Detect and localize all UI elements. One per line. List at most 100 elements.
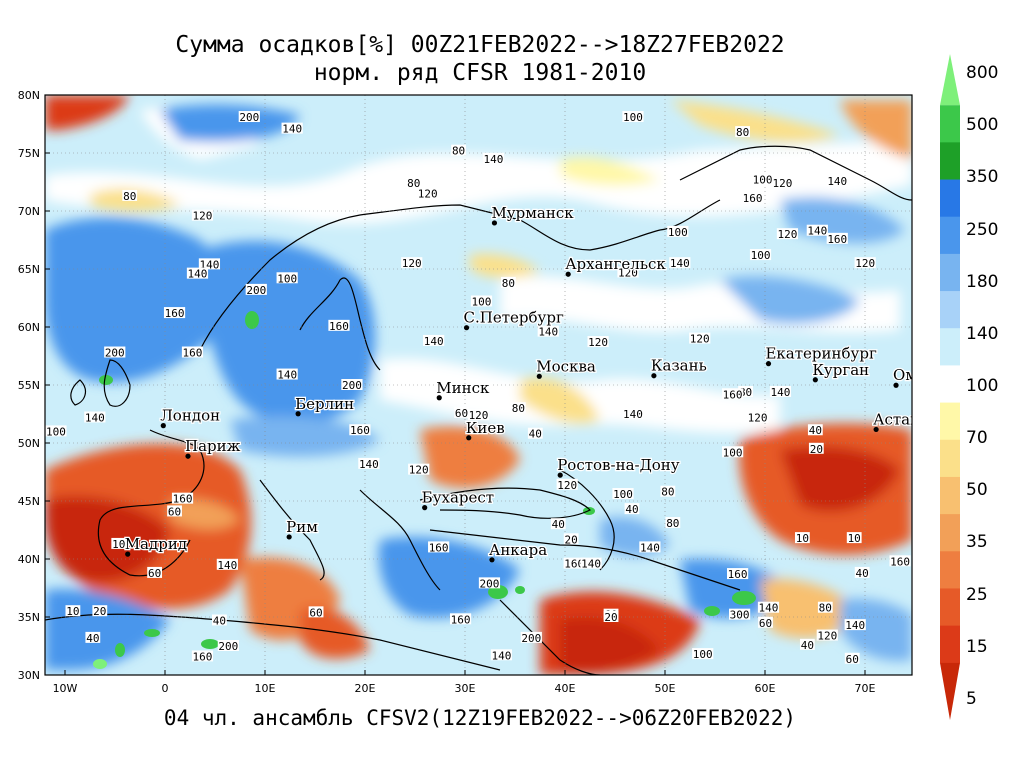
contour-label: 200 — [341, 379, 363, 392]
ensemble-caption: 04 чл. ансамбль CFSV2(12Z19FEB2022-->06Z… — [163, 706, 797, 730]
contour-label: 120 — [401, 257, 423, 270]
contour-label-text: 10 — [66, 605, 79, 618]
contour-label-text: 140 — [640, 541, 660, 554]
city-dot — [125, 551, 131, 557]
contour-label-text: 140 — [581, 558, 601, 571]
contour-label-text: 80 — [123, 190, 136, 203]
contour-label: 140 — [216, 558, 238, 572]
contour-label: 160 — [428, 541, 450, 554]
legend-swatch — [940, 179, 960, 218]
contour-label: 20 — [92, 605, 108, 618]
lat-tick-label: 30N — [18, 669, 40, 682]
city: Рим — [285, 517, 319, 540]
city-label: Париж — [185, 437, 241, 455]
contour-label-text: 160 — [183, 347, 203, 360]
city-label: Лондон — [160, 407, 220, 425]
contour-label-text: 140 — [217, 559, 237, 572]
contour-label: 160 — [181, 346, 204, 360]
coastlines — [45, 145, 912, 675]
legend-swatch — [940, 365, 960, 404]
contour-label-text: 40 — [809, 424, 822, 437]
city: Бухарест — [420, 487, 495, 511]
contour-label-text: 20 — [93, 605, 106, 618]
contour-label-text: 120 — [193, 210, 213, 223]
contour-label: 80 — [735, 126, 750, 139]
contour-label-text: 80 — [452, 145, 465, 158]
lat-tick-label: 80N — [18, 89, 40, 102]
contour-label: 160 — [349, 424, 371, 437]
legend-swatch — [940, 625, 960, 664]
contour-label-text: 140 — [282, 123, 302, 136]
city-label: Бухарест — [422, 489, 494, 507]
city-dot — [295, 411, 301, 417]
contour-label-text: 140 — [759, 602, 779, 615]
city-dot — [422, 505, 428, 511]
contour-label: 20 — [603, 611, 619, 624]
contour-label-text: 40 — [529, 428, 542, 441]
contour-label-text: 140 — [188, 268, 208, 281]
lon-tick-label: 70E — [855, 682, 876, 695]
legend-swatch — [940, 402, 960, 441]
contour-label-text: 80 — [661, 486, 674, 499]
contour-label-text: 200 — [521, 632, 541, 645]
contour-label: 80 — [500, 276, 516, 290]
contour-label: 120 — [556, 478, 578, 492]
city-label: Анкара — [489, 541, 547, 559]
contour-label-text: 100 — [753, 174, 773, 187]
contour-label: 80 — [665, 517, 681, 530]
contour-label-text: 160 — [723, 388, 743, 401]
contour-label: 40 — [550, 518, 566, 531]
lat-tick-label: 65N — [18, 263, 40, 276]
city: Берлин — [294, 394, 355, 417]
legend-swatch — [940, 253, 960, 292]
contour-label-text: 120 — [618, 266, 638, 279]
legend-label: 250 — [966, 220, 998, 240]
contour-label: 120 — [191, 209, 214, 223]
contour-label-text: 40 — [86, 632, 99, 645]
lon-tick-label: 50E — [655, 682, 676, 695]
contour-label: 40 — [854, 566, 870, 580]
contour-label-text: 160 — [890, 555, 910, 568]
contour-label: 80 — [122, 189, 138, 203]
city-dot — [812, 377, 818, 383]
contour-label: 140 — [84, 411, 106, 424]
contour-label-text: 120 — [469, 409, 489, 422]
contour-label-text: 60 — [759, 617, 772, 630]
lat-tick-label: 60N — [18, 321, 40, 334]
contour-label-text: 100 — [277, 272, 297, 285]
contour-label-text: 100 — [723, 446, 743, 459]
contour-label-text: 120 — [418, 188, 438, 201]
contour-label: 140 — [580, 557, 602, 571]
city-dot — [160, 423, 166, 429]
contour-label-text: 120 — [690, 333, 710, 346]
contour-label-text: 140 — [424, 335, 444, 348]
contour-label-text: 120 — [855, 257, 875, 270]
city: Астана — [872, 409, 912, 433]
contour-label: 40 — [527, 427, 543, 441]
city-label: Киев — [466, 419, 505, 437]
city: Омск — [892, 365, 912, 388]
contour-label-text: 160 — [165, 307, 185, 320]
city: Анкара — [488, 540, 548, 563]
contour-label: 120 — [467, 409, 490, 422]
city-dot — [436, 395, 442, 401]
contour-label-text: 120 — [773, 177, 793, 190]
city-dot — [565, 271, 571, 277]
legend-label: 70 — [966, 428, 988, 448]
contour-label-text: 120 — [817, 630, 837, 643]
contour-label: 60 — [758, 616, 773, 630]
city-label: Архангельск — [565, 255, 666, 273]
lat-tick-label: 70N — [18, 205, 40, 218]
city-dot — [557, 472, 563, 478]
contour-label-text: 140 — [277, 369, 297, 382]
color-legend: 800 500 350 250 180 140 100 70 50 35 25 15 5 — [940, 54, 998, 720]
contour-label: 140 — [281, 122, 303, 136]
city-dot — [893, 382, 899, 388]
contour-label-text: 100 — [668, 226, 688, 239]
contour-label-text: 60 — [309, 606, 322, 619]
contour-label-text: 40 — [213, 614, 226, 627]
contour-label: 200 — [217, 640, 239, 653]
contour-label-text: 100 — [623, 111, 643, 124]
contour-label: 80 — [406, 177, 422, 190]
